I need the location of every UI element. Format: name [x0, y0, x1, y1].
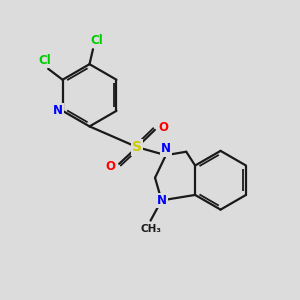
Text: CH₃: CH₃: [140, 224, 161, 234]
Text: O: O: [158, 121, 168, 134]
Text: N: N: [157, 194, 166, 207]
Text: N: N: [52, 104, 62, 117]
Text: O: O: [106, 160, 116, 172]
Text: S: S: [132, 140, 142, 154]
Text: N: N: [161, 142, 171, 155]
Text: Cl: Cl: [90, 34, 103, 47]
Text: Cl: Cl: [38, 54, 51, 67]
